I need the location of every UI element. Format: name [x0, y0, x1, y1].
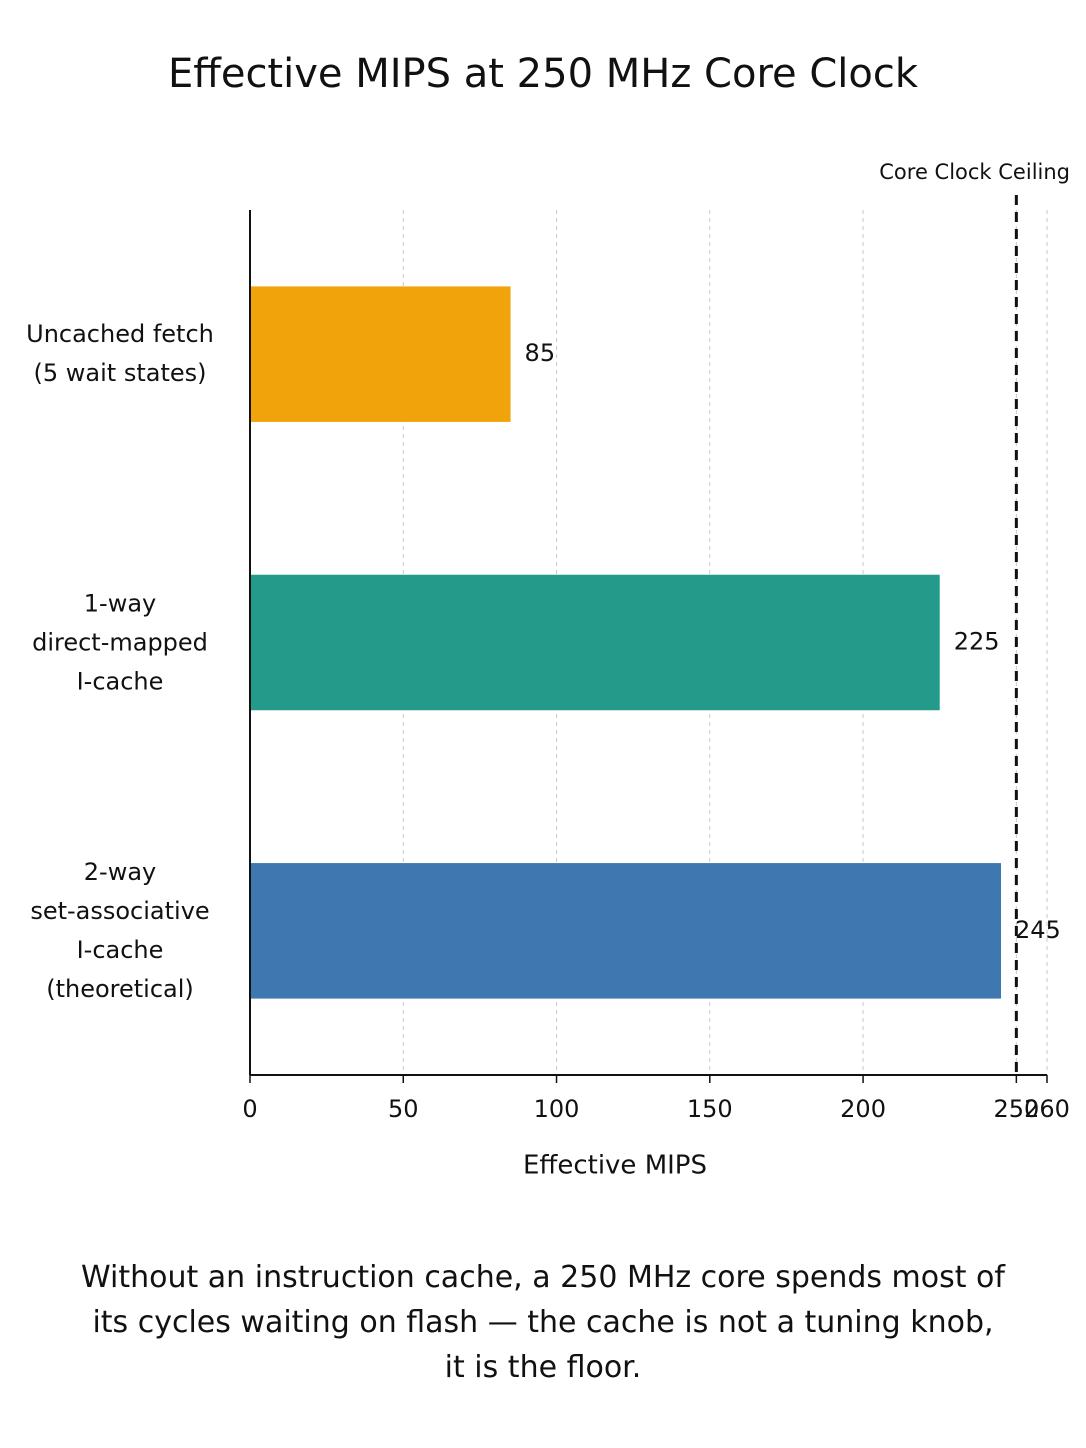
category-label: Uncached fetch (5 wait states): [26, 320, 214, 388]
bar: [250, 574, 940, 711]
value-label: 245: [1015, 916, 1061, 944]
x-tick-label: 200: [840, 1095, 886, 1123]
bar: [250, 286, 511, 422]
value-label: 225: [954, 628, 1000, 656]
category-label: 2-way set-associative I-cache (theoretic…: [30, 857, 210, 1003]
bar: [250, 863, 1002, 999]
value-label: 85: [525, 339, 556, 367]
x-axis-title: Effective MIPS: [523, 1151, 707, 1181]
reference-label: Core Clock Ceiling: [879, 160, 1070, 184]
caption: Without an instruction cache, a 250 MHz …: [81, 1260, 1005, 1385]
x-tick-label: 100: [534, 1095, 580, 1123]
chart-title: Effective MIPS at 250 MHz Core Clock: [168, 51, 919, 97]
x-tick-label: 50: [388, 1095, 419, 1123]
category-label: 1-way direct-mapped I-cache: [32, 589, 208, 695]
x-tick-label: 260: [1024, 1095, 1070, 1123]
x-tick-label: 150: [687, 1095, 733, 1123]
x-tick-label: 250: [993, 1095, 1039, 1123]
x-tick-label: 0: [242, 1095, 257, 1123]
